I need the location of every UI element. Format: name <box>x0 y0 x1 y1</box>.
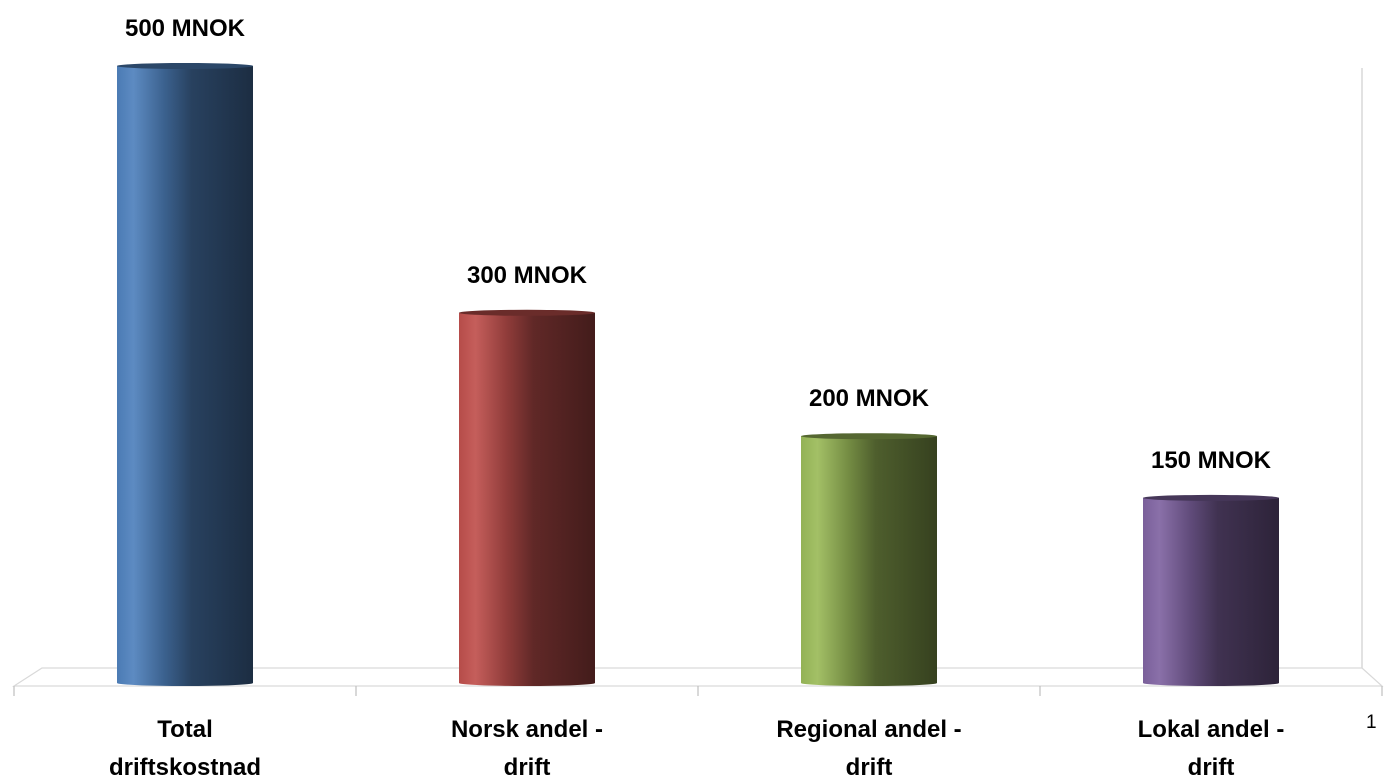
bar <box>459 312 595 686</box>
x-axis <box>13 686 1383 696</box>
bar-top <box>801 433 937 440</box>
page-number: 1 <box>1366 712 1377 733</box>
category-label: Total <box>157 716 213 743</box>
data-label: 500 MNOK <box>125 15 246 42</box>
category-label: Lokal andel - <box>1138 716 1285 743</box>
data-labels-group: 500 MNOK 300 MNOK 200 MNOK 150 MNOK <box>125 15 1272 474</box>
category-label: driftskostnad <box>109 754 261 781</box>
bars-group <box>117 63 1279 686</box>
bar-top <box>1143 494 1279 501</box>
category-label: Norsk andel - <box>451 716 603 743</box>
bar <box>801 436 937 686</box>
category-labels-group: Total driftskostnad Norsk andel - drift Regi… <box>109 716 1284 781</box>
data-label: 150 MNOK <box>1151 447 1272 474</box>
bar <box>1143 497 1279 686</box>
bar-top <box>117 63 253 69</box>
category-label: Regional andel - <box>776 716 961 743</box>
category-label: drift <box>504 754 551 781</box>
bar-top <box>459 309 595 316</box>
bar <box>117 66 253 686</box>
category-label: drift <box>846 754 893 781</box>
category-label: drift <box>1188 754 1235 781</box>
data-label: 300 MNOK <box>467 262 588 289</box>
data-label: 200 MNOK <box>809 385 930 412</box>
